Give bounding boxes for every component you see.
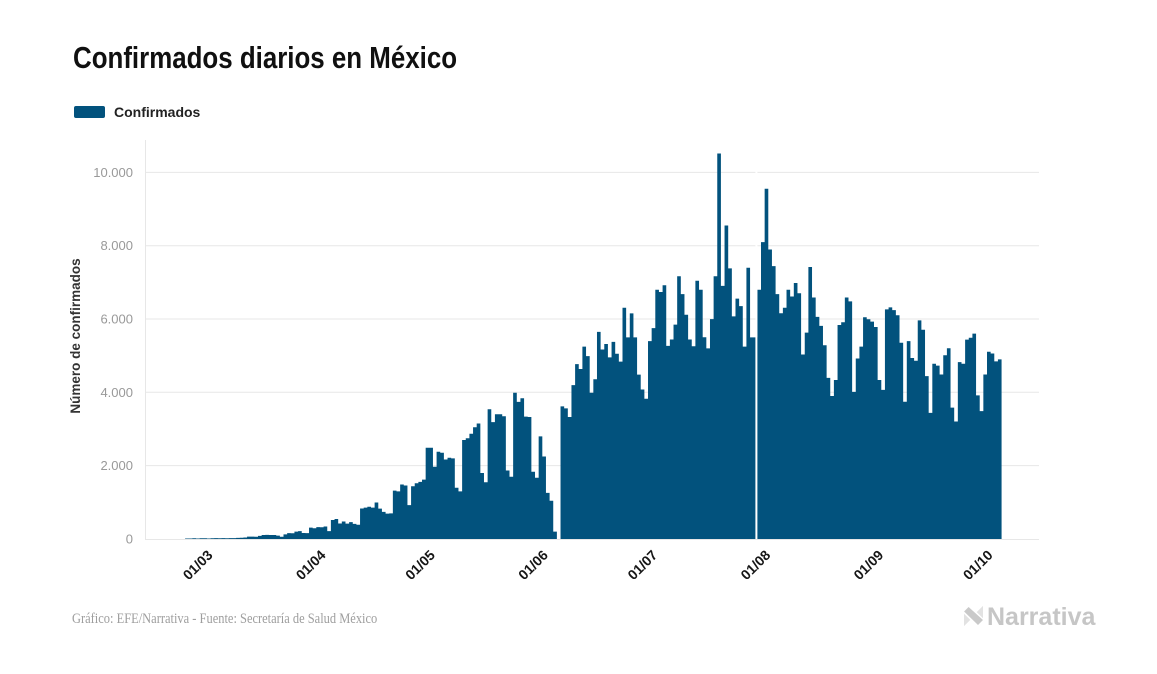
svg-text:01/06: 01/06 bbox=[515, 547, 551, 583]
svg-text:6.000: 6.000 bbox=[100, 312, 133, 327]
svg-text:Número de confirmados: Número de confirmados bbox=[68, 258, 83, 413]
svg-text:10.000: 10.000 bbox=[93, 165, 133, 180]
svg-text:01/09: 01/09 bbox=[850, 547, 886, 583]
svg-text:01/05: 01/05 bbox=[402, 547, 438, 583]
svg-text:01/07: 01/07 bbox=[624, 547, 660, 583]
svg-text:0: 0 bbox=[126, 532, 133, 547]
svg-text:01/08: 01/08 bbox=[737, 547, 773, 583]
svg-text:8.000: 8.000 bbox=[100, 238, 133, 253]
svg-text:01/04: 01/04 bbox=[293, 547, 329, 583]
svg-text:2.000: 2.000 bbox=[100, 458, 133, 473]
svg-text:4.000: 4.000 bbox=[100, 385, 133, 400]
svg-text:01/03: 01/03 bbox=[180, 547, 216, 583]
svg-text:01/10: 01/10 bbox=[960, 547, 996, 583]
